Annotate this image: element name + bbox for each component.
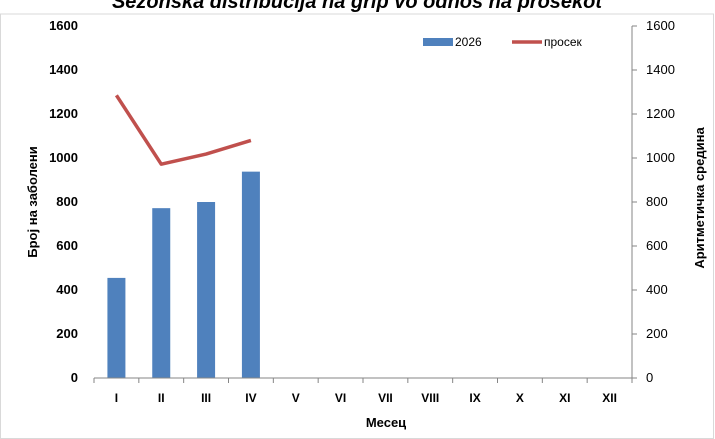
bar: [241, 171, 260, 378]
y2-tick-label: 1000: [646, 150, 675, 165]
x-tick-label: XII: [602, 391, 617, 405]
y2-tick-label: 1600: [646, 18, 675, 33]
x-tick-label: IV: [245, 391, 256, 405]
y2-tick-label: 200: [646, 326, 668, 341]
legend-swatch-bar: [423, 38, 453, 46]
right-axis-title: Аритметичка средина: [692, 127, 707, 269]
y-tick-label: 400: [56, 282, 78, 297]
right-axis-ticks: 0 200 400 600 800 1000 1200 1400 1600: [632, 18, 675, 385]
line-series: [114, 94, 252, 166]
y2-tick-label: 1200: [646, 106, 675, 121]
x-tick-label: IX: [469, 391, 480, 405]
bar-series: [107, 171, 260, 378]
x-tick-label: X: [516, 391, 524, 405]
x-tick-label: VI: [335, 391, 346, 405]
x-axis-ticks: I II III IV V VI VII VIII IX X XI XII: [93, 378, 633, 405]
x-tick-label: III: [201, 391, 211, 405]
y-tick-label: 1400: [49, 62, 78, 77]
y-tick-label: 800: [56, 194, 78, 209]
y-axis-title: Број на заболени: [25, 146, 40, 257]
x-tick-label: V: [292, 391, 300, 405]
legend: 2026 просек: [423, 35, 583, 49]
y-tick-label: 200: [56, 326, 78, 341]
y-tick-label: 1600: [49, 18, 78, 33]
y2-tick-label: 0: [646, 370, 653, 385]
x-tick-label: XI: [559, 391, 570, 405]
y-tick-label: 0: [71, 370, 78, 385]
x-tick-label: I: [115, 391, 118, 405]
y-tick-label: 1200: [49, 106, 78, 121]
y-tick-label: 1000: [49, 150, 78, 165]
bar: [107, 277, 126, 378]
line-path: [114, 94, 252, 166]
y2-tick-label: 800: [646, 194, 668, 209]
x-tick-label: II: [158, 391, 165, 405]
y-tick-label: 600: [56, 238, 78, 253]
y2-tick-label: 400: [646, 282, 668, 297]
left-axis-ticks: 0 200 400 600 800 1000 1200 1400 1600: [49, 18, 78, 385]
x-tick-label: VIII: [421, 391, 439, 405]
y2-tick-label: 1400: [646, 62, 675, 77]
legend-label-bar: 2026: [455, 35, 482, 49]
chart-title: Sezonska distribucija na grip vo odnos n…: [112, 0, 603, 13]
bar: [152, 208, 171, 378]
y2-tick-label: 600: [646, 238, 668, 253]
x-axis-title: Месец: [366, 415, 406, 430]
bar: [197, 202, 216, 378]
legend-label-line: просек: [544, 35, 583, 49]
x-tick-label: VII: [378, 391, 393, 405]
